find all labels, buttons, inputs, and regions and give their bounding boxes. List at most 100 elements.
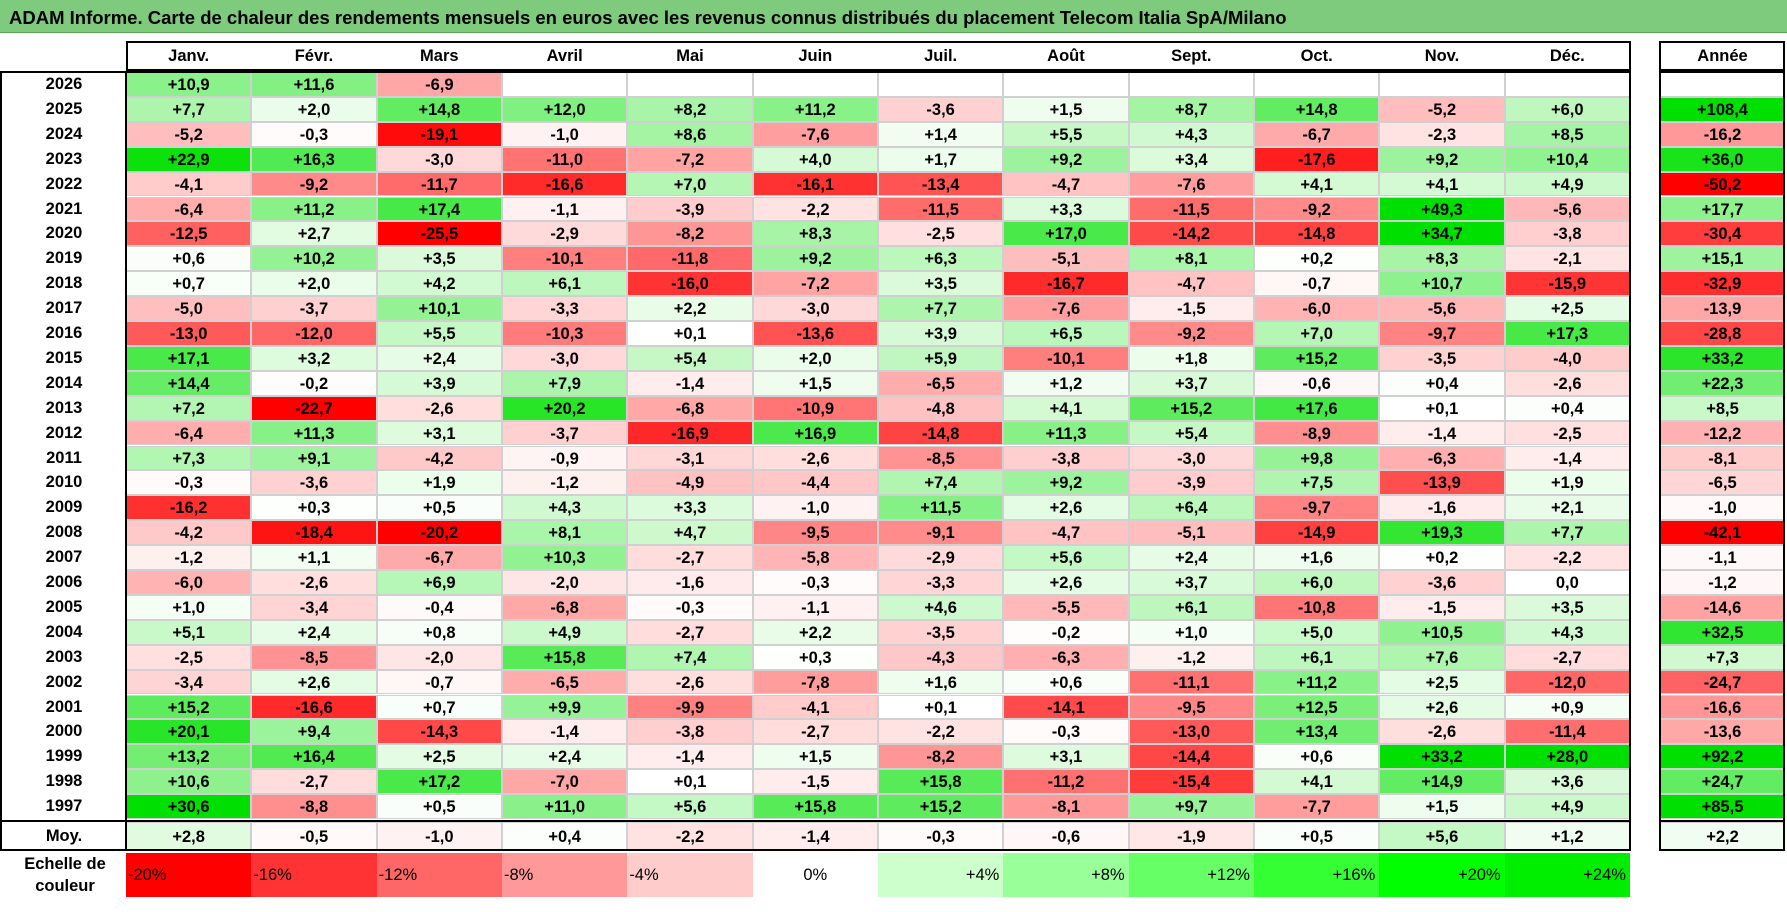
heatmap-cell (1253, 72, 1380, 97)
annual-cell (1660, 72, 1785, 97)
heatmap-cell: +1,4 (877, 121, 1004, 147)
heatmap-cell: -2,5 (1504, 420, 1630, 446)
heatmap-cell: -1,5 (1379, 594, 1505, 620)
heatmap-cell: +16,9 (752, 420, 878, 446)
annual-cell: +22,3 (1660, 370, 1785, 396)
heatmap-cell: -4,0 (1504, 345, 1630, 371)
heatmap-cell: +10,5 (1379, 619, 1505, 645)
heatmap-cell: +2,0 (251, 271, 377, 297)
heatmap-cell (752, 72, 878, 97)
heatmap-cell: -11,5 (1128, 196, 1254, 222)
legend-swatch: -4% (627, 853, 753, 897)
heatmap-cell: -22,7 (251, 395, 377, 421)
heatmap-cell: -3,0 (376, 146, 502, 172)
year-label: 2018 (45, 274, 83, 293)
heatmap-cell: -3,7 (501, 420, 628, 446)
heatmap-cell: -8,1 (1003, 794, 1129, 819)
heatmap-cell: -3,5 (877, 619, 1004, 645)
average-cell: -0,3 (877, 822, 1004, 850)
heatmap-cell: -2,7 (627, 619, 753, 645)
heatmap-cell: +0,6 (1253, 744, 1380, 770)
annual-cell: +36,0 (1660, 146, 1785, 172)
heatmap-cell: +1,5 (752, 370, 878, 396)
year-label: 2009 (45, 498, 83, 517)
heatmap-cell: +3,5 (1504, 594, 1630, 620)
legend-label: Echelle de couleur (24, 855, 106, 895)
heatmap-cell: +2,2 (627, 296, 753, 321)
year-label: 2005 (45, 597, 83, 616)
heatmap-cell: -13,9 (1379, 470, 1505, 496)
month-header: Août (1003, 42, 1129, 70)
heatmap-cell: +2,0 (251, 96, 377, 122)
heatmap-cell: -1,1 (501, 196, 628, 222)
year-label: 2003 (45, 647, 83, 666)
heatmap-cell: -2,6 (376, 395, 502, 421)
heatmap-cell: +3,1 (1003, 744, 1129, 770)
heatmap-cell: +3,3 (1003, 196, 1129, 222)
year-label: 2020 (45, 224, 83, 243)
heatmap-cell: +0,1 (877, 694, 1004, 720)
heatmap-cell: +4,2 (376, 271, 502, 297)
heatmap-cell: +4,6 (877, 594, 1004, 620)
heatmap-cell: -5,1 (1128, 520, 1254, 546)
average-cell: +0,4 (501, 822, 628, 850)
heatmap-cell: +7,7 (1504, 520, 1630, 546)
heatmap-cell: +3,3 (627, 495, 753, 521)
heatmap-cell: +0,5 (376, 495, 502, 521)
heatmap-cell: -5,1 (1003, 246, 1129, 272)
heatmap-cell: -3,9 (627, 196, 753, 222)
annual-cell: -13,9 (1660, 296, 1785, 321)
heatmap-cell: +17,2 (376, 769, 502, 795)
heatmap-cell: -16,6 (501, 171, 628, 197)
annual-cell: -42,1 (1660, 520, 1785, 546)
heatmap-cell: -5,6 (1379, 296, 1505, 321)
annual-cell: -6,5 (1660, 470, 1785, 496)
heatmap-cell (1003, 72, 1129, 97)
heatmap-cell: -1,5 (1128, 296, 1254, 321)
heatmap-cell: +17,1 (126, 345, 252, 371)
annual-average-divider (1659, 820, 1785, 822)
heatmap-cell: +9,2 (1003, 146, 1129, 172)
year-label: 2010 (45, 473, 83, 492)
chart-title: ADAM Informe. Carte de chaleur des rende… (9, 7, 1287, 28)
heatmap-cell: +13,4 (1253, 719, 1380, 745)
heatmap-cell: -1,4 (627, 370, 753, 396)
heatmap-cell: -13,6 (752, 321, 878, 346)
heatmap-cell: +2,0 (752, 345, 878, 371)
heatmap-cell: +1,7 (877, 146, 1004, 172)
heatmap-cell: -9,2 (1253, 196, 1380, 222)
heatmap-cell: +0,5 (376, 794, 502, 819)
heatmap-cell: -3,8 (627, 719, 753, 745)
heatmap-cell: +6,4 (1128, 495, 1254, 521)
heatmap-cell: +6,1 (501, 271, 628, 297)
month-header: Avril (501, 42, 628, 70)
heatmap-cell: -2,6 (251, 570, 377, 595)
heatmap-cell: +20,1 (126, 719, 252, 745)
heatmap-cell: -2,2 (752, 196, 878, 222)
heatmap-cell: +0,6 (126, 246, 252, 272)
heatmap-cell: -9,7 (1253, 495, 1380, 521)
heatmap-cell: -0,9 (501, 445, 628, 471)
month-header: Juil. (877, 42, 1004, 70)
heatmap-cell: -9,7 (1379, 321, 1505, 346)
heatmap-cell: -1,5 (752, 769, 878, 795)
heatmap-cell: -10,9 (752, 395, 878, 421)
heatmap-cell: +1,2 (1003, 370, 1129, 396)
heatmap-cell: -8,2 (877, 744, 1004, 770)
heatmap-cell: +7,6 (1379, 644, 1505, 670)
heatmap-cell: -4,3 (877, 644, 1004, 670)
heatmap-cell (1128, 72, 1254, 97)
heatmap-cell: +11,0 (501, 794, 628, 819)
heatmap-cell: +14,4 (126, 370, 252, 396)
heatmap-cell: +0,8 (376, 619, 502, 645)
heatmap-cell: +8,1 (1128, 246, 1254, 272)
heatmap-cell: -6,4 (126, 196, 252, 222)
heatmap-cell: -20,2 (376, 520, 502, 546)
heatmap-cell: +22,9 (126, 146, 252, 172)
heatmap-cell: -1,1 (752, 594, 878, 620)
year-label: 1998 (45, 772, 83, 791)
heatmap-cell (1504, 72, 1630, 97)
month-header: Oct. (1253, 42, 1380, 70)
heatmap-cell: -2,6 (752, 445, 878, 471)
heatmap-cell: -2,7 (251, 769, 377, 795)
